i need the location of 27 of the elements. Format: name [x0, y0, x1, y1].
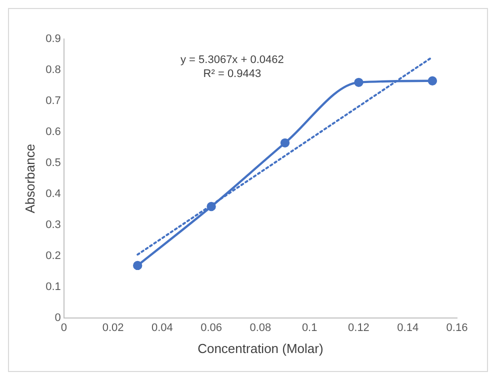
- point: [206, 202, 216, 212]
- point: [354, 78, 364, 88]
- y-axis-title: Absorbance: [22, 144, 38, 214]
- y-tick-label: 0.8: [46, 64, 61, 76]
- y-tick-label: 0: [54, 312, 61, 324]
- x-tick-label: 0.12: [348, 322, 370, 334]
- x-tick-label: 0.14: [397, 322, 419, 334]
- x-tick-label: 0.02: [102, 322, 124, 334]
- x-tick-label: 0.08: [250, 322, 272, 334]
- annotation: R² = 0.9443: [203, 68, 262, 80]
- y-tick-label: 0.1: [46, 281, 61, 294]
- point: [133, 260, 142, 270]
- x-tick-label: 0.16: [446, 322, 468, 334]
- y-tick-label: 0.4: [46, 188, 61, 200]
- y-tick-label: 0.6: [46, 126, 61, 138]
- y-tick-label: 0.9: [46, 33, 61, 46]
- x-tick-label: 0.1: [302, 322, 318, 334]
- x-tick-label: 0.04: [151, 322, 173, 334]
- y-tick-label: 0.2: [46, 250, 61, 262]
- y-tick-label: 0.5: [46, 157, 61, 170]
- y-tick-label: 0.3: [46, 219, 61, 232]
- point: [428, 76, 438, 86]
- y-tick-label: 0.7: [46, 95, 61, 108]
- point: [280, 138, 290, 148]
- x-tick-label: 0.06: [200, 322, 222, 334]
- x-axis-title: Concentration (Molar): [198, 340, 324, 356]
- annotation: y = 5.3067x + 0.0462: [180, 54, 284, 66]
